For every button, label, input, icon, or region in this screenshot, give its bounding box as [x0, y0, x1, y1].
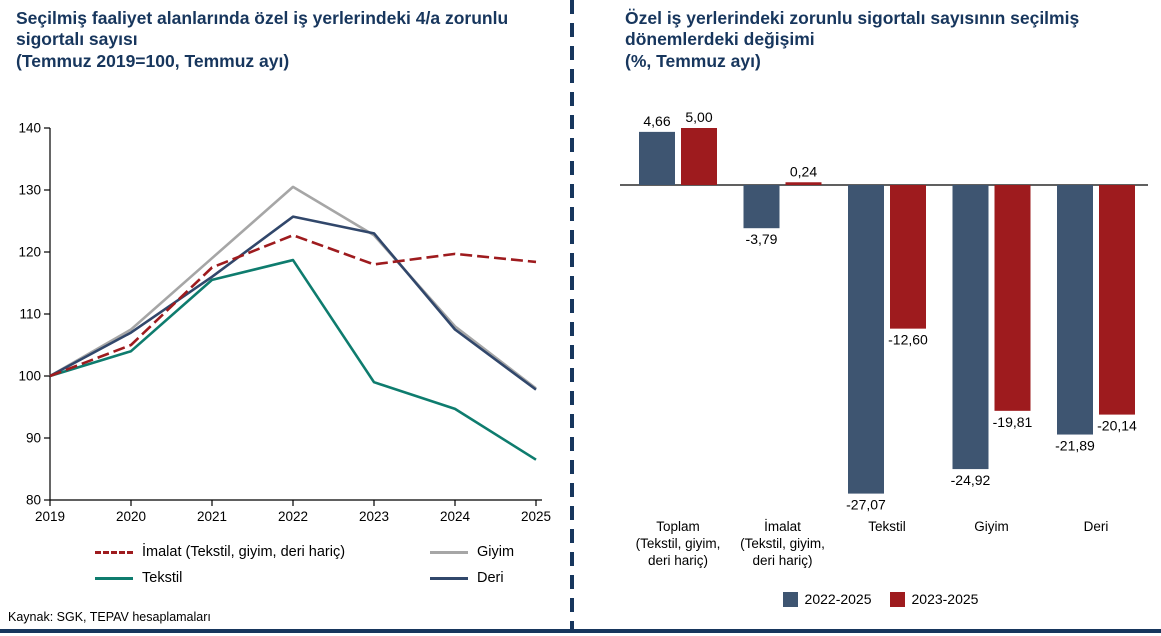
line-chart-canvas: 80 90 100 110 120 130 140 2019 2020 2021 2022 2023 2…	[18, 121, 551, 525]
source-note: Kaynak: SGK, TEPAV hesaplamaları	[8, 610, 211, 624]
bar-2022-2025-0	[639, 131, 675, 185]
bar-2022-2025-2	[848, 185, 884, 494]
bar-value-label: 5,00	[685, 109, 712, 125]
legend-label: İmalat (Tekstil, giyim, deri hariç)	[142, 544, 346, 560]
legend-item: Deri	[430, 570, 560, 586]
legend-label: Deri	[477, 570, 504, 586]
y-tick-label: 90	[26, 431, 41, 446]
x-tick-label: 2022	[278, 509, 308, 524]
legend-swatch	[889, 591, 905, 607]
y-tick-label: 80	[26, 493, 41, 508]
bottom-rule	[0, 629, 1161, 633]
bar-value-label: -19,81	[993, 414, 1033, 430]
bar-2023-2025-2	[890, 185, 926, 329]
category-label: İmalat (Tekstil, giyim, deri hariç)	[740, 519, 825, 568]
legend-item: Tekstil	[95, 570, 420, 586]
bar-chart-title-text: Özel iş yerlerindeki zorunlu sigortalı s…	[625, 8, 1080, 50]
bar-2022-2025-1	[743, 185, 780, 229]
legend-label: Tekstil	[142, 570, 183, 586]
line-chart-title: Seçilmiş faaliyet alanlarında özel iş ye…	[16, 8, 516, 72]
y-tick-label: 110	[19, 307, 41, 322]
bar-2022-2025-3	[952, 185, 989, 470]
bar-value-label: -27,07	[846, 497, 886, 513]
category-label: Toplam (Tekstil, giyim, deri hariç)	[636, 519, 721, 568]
series-line-2	[49, 258, 537, 461]
bar-value-label: 0,24	[790, 163, 817, 179]
bar-2023-2025-3	[994, 185, 1031, 411]
legend-label: 2023-2025	[911, 591, 979, 607]
x-tick-label: 2023	[359, 509, 389, 524]
legend-label: 2022-2025	[804, 591, 872, 607]
x-tick-label: 2020	[116, 509, 146, 524]
x-tick-label: 2019	[35, 509, 65, 524]
bar-chart-legend: 2022-2025 2023-2025	[608, 591, 1153, 607]
legend-line-marker	[430, 550, 468, 554]
bar-chart-canvas: 4,66 -3,79 -27,07 -24,92 -21,89 5,00 0,24 -12,6…	[620, 109, 1148, 568]
line-chart-subtitle: (Temmuz 2019=100, Temmuz ayı)	[16, 50, 290, 71]
line-chart-title-text: Seçilmiş faaliyet alanlarında özel iş ye…	[16, 8, 509, 50]
legend-line-marker	[95, 576, 133, 580]
bar-value-label: -20,14	[1097, 418, 1137, 434]
bar-value-label: -3,79	[746, 231, 778, 247]
series-line-3	[49, 215, 537, 391]
legend-item: Giyim	[430, 544, 560, 560]
y-tick-label: 140	[18, 121, 41, 136]
category-label: Tekstil	[868, 519, 906, 534]
bar-chart-subtitle: (%, Temmuz ayı)	[625, 50, 761, 71]
series-line-1	[49, 185, 537, 390]
category-label: Giyim	[974, 519, 1009, 534]
bar-chart-title: Özel iş yerlerindeki zorunlu sigortalı s…	[625, 8, 1135, 72]
legend-item: 2022-2025	[782, 591, 872, 607]
panel-divider	[570, 0, 574, 630]
x-tick-label: 2021	[197, 509, 227, 524]
bar-value-label: -24,92	[951, 472, 991, 488]
legend-line-marker	[430, 576, 468, 580]
y-tick-label: 120	[18, 245, 41, 260]
bar-value-label: -21,89	[1055, 438, 1095, 454]
category-label: Deri	[1084, 519, 1109, 534]
series-line-0	[49, 233, 537, 378]
x-tick-label: 2024	[440, 509, 471, 524]
bar-value-label: 4,66	[643, 113, 670, 129]
y-tick-label: 130	[18, 183, 41, 198]
legend-item: 2023-2025	[889, 591, 979, 607]
legend-swatch	[782, 591, 798, 607]
line-chart-legend: İmalat (Tekstil, giyim, deri hariç) Giyim…	[95, 544, 560, 586]
legend-item: İmalat (Tekstil, giyim, deri hariç)	[95, 544, 420, 560]
bar-2023-2025-4	[1099, 185, 1135, 415]
bar-value-label: -12,60	[888, 332, 928, 348]
bar-2023-2025-1	[785, 182, 822, 185]
legend-line-marker	[95, 550, 133, 554]
bar-2023-2025-0	[681, 128, 717, 185]
bar-2022-2025-4	[1057, 185, 1093, 435]
legend-label: Giyim	[477, 544, 515, 560]
x-tick-label: 2025	[521, 509, 551, 524]
y-tick-label: 100	[18, 369, 41, 384]
